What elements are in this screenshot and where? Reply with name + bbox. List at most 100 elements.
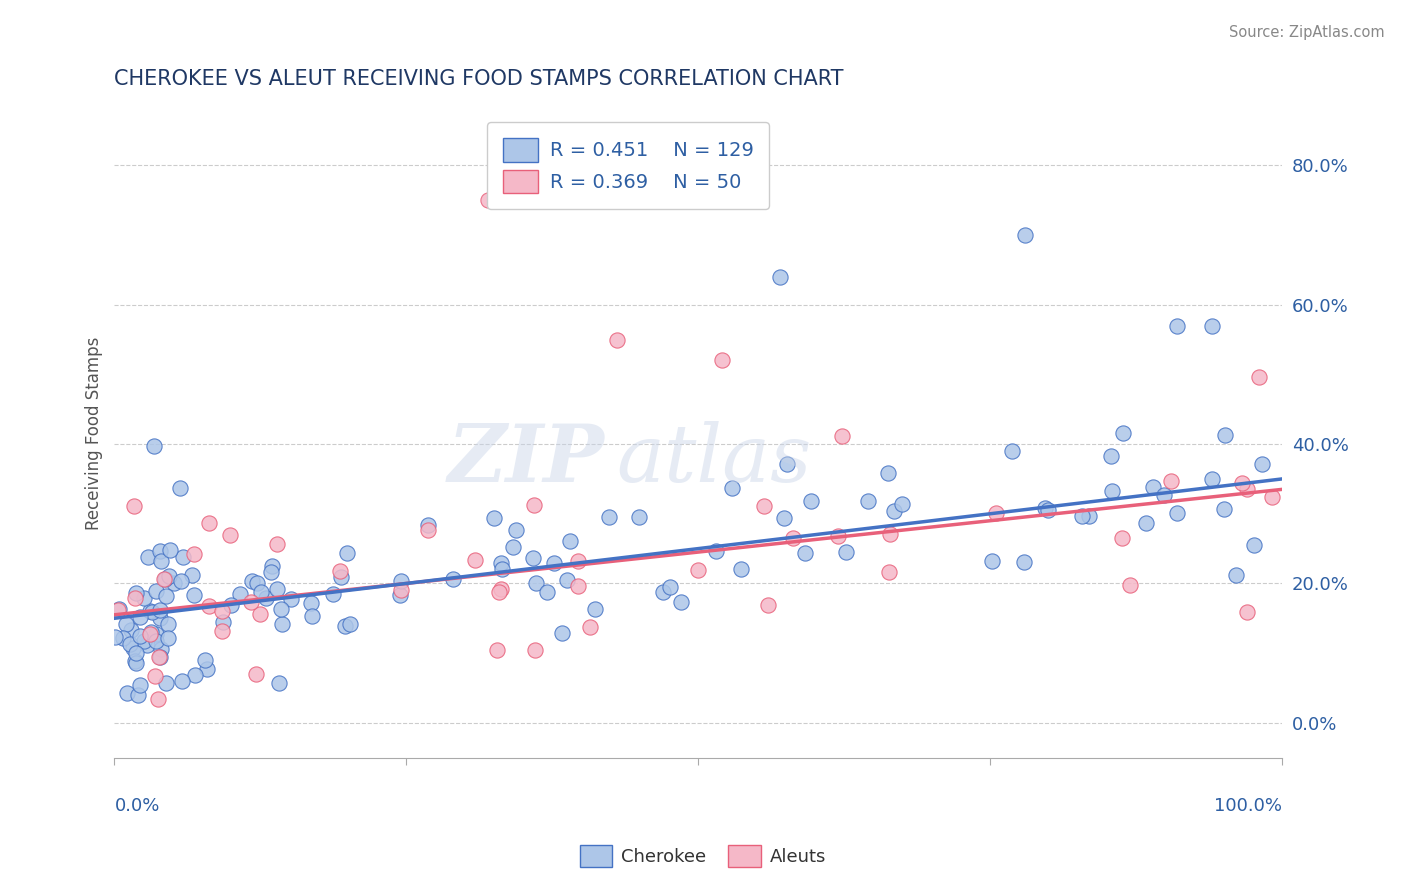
- Point: [333, 618, 356, 632]
- Point: [150, 642, 173, 657]
- Point: [139, 624, 162, 639]
- Point: [127, 688, 149, 702]
- Point: [299, 596, 322, 610]
- Point: [579, 620, 602, 634]
- Point: [266, 537, 288, 551]
- Point: [155, 589, 177, 603]
- Point: [149, 603, 172, 617]
- Point: [181, 567, 204, 582]
- Point: [108, 601, 131, 615]
- Point: [441, 572, 464, 586]
- Point: [558, 533, 581, 548]
- Point: [883, 504, 905, 518]
- Point: [271, 616, 294, 631]
- Point: [524, 576, 547, 591]
- Text: atlas: atlas: [617, 421, 811, 499]
- Point: [776, 457, 799, 471]
- Point: [198, 599, 221, 614]
- Point: [125, 586, 148, 600]
- Point: [782, 531, 804, 545]
- Legend: Cherokee, Aleuts: Cherokee, Aleuts: [572, 838, 834, 874]
- Point: [491, 582, 513, 597]
- Point: [877, 565, 900, 579]
- Point: [169, 482, 191, 496]
- Point: [132, 591, 155, 605]
- Point: [555, 573, 578, 587]
- Point: [524, 642, 547, 657]
- Point: [219, 599, 242, 613]
- Point: [756, 599, 779, 613]
- Point: [149, 543, 172, 558]
- Point: [198, 516, 221, 530]
- Point: [124, 591, 146, 605]
- Point: [464, 552, 486, 566]
- Point: [720, 481, 742, 495]
- Point: [652, 584, 675, 599]
- Point: [1111, 425, 1133, 440]
- Point: [835, 545, 858, 559]
- Point: [266, 582, 288, 596]
- Text: Source: ZipAtlas.com: Source: ZipAtlas.com: [1229, 25, 1385, 40]
- Point: [107, 603, 129, 617]
- Point: [710, 353, 733, 368]
- Text: 100.0%: 100.0%: [1215, 797, 1282, 814]
- Point: [522, 550, 544, 565]
- Point: [111, 632, 134, 646]
- Legend: R = 0.451    N = 129, R = 0.369    N = 50: R = 0.451 N = 129, R = 0.369 N = 50: [488, 122, 769, 209]
- Point: [877, 466, 900, 480]
- Point: [301, 608, 323, 623]
- Point: [143, 668, 166, 682]
- Point: [482, 511, 505, 525]
- Point: [583, 602, 606, 616]
- Point: [148, 692, 170, 706]
- Point: [1213, 428, 1236, 442]
- Point: [1142, 480, 1164, 494]
- Point: [141, 605, 163, 619]
- Point: [536, 585, 558, 599]
- Point: [122, 640, 145, 655]
- Point: [120, 637, 142, 651]
- Point: [136, 550, 159, 565]
- Point: [1099, 449, 1122, 463]
- Point: [488, 585, 510, 599]
- Point: [730, 561, 752, 575]
- Point: [329, 564, 352, 578]
- Point: [172, 549, 194, 564]
- Point: [124, 654, 146, 668]
- Text: CHEROKEE VS ALEUT RECEIVING FOOD STAMPS CORRELATION CHART: CHEROKEE VS ALEUT RECEIVING FOOD STAMPS …: [114, 69, 844, 88]
- Point: [114, 616, 136, 631]
- Point: [129, 629, 152, 643]
- Point: [1236, 605, 1258, 619]
- Point: [148, 650, 170, 665]
- Point: [1236, 482, 1258, 496]
- Point: [139, 603, 162, 617]
- Point: [389, 588, 412, 602]
- Point: [280, 591, 302, 606]
- Point: [1001, 444, 1024, 458]
- Point: [567, 579, 589, 593]
- Point: [1012, 555, 1035, 569]
- Point: [125, 646, 148, 660]
- Point: [1201, 472, 1223, 486]
- Point: [489, 557, 512, 571]
- Point: [339, 617, 361, 632]
- Point: [245, 575, 267, 590]
- Point: [149, 650, 172, 665]
- Point: [211, 615, 233, 630]
- Point: [1014, 227, 1036, 242]
- Point: [211, 604, 233, 618]
- Point: [551, 625, 574, 640]
- Point: [773, 511, 796, 525]
- Point: [754, 500, 776, 514]
- Point: [686, 563, 709, 577]
- Point: [157, 569, 180, 583]
- Point: [1166, 318, 1188, 333]
- Point: [115, 686, 138, 700]
- Point: [1225, 568, 1247, 582]
- Point: [270, 601, 292, 615]
- Point: [486, 642, 509, 657]
- Point: [194, 653, 217, 667]
- Point: [183, 668, 205, 682]
- Point: [124, 499, 146, 513]
- Y-axis label: Receiving Food Stamps: Receiving Food Stamps: [86, 337, 103, 530]
